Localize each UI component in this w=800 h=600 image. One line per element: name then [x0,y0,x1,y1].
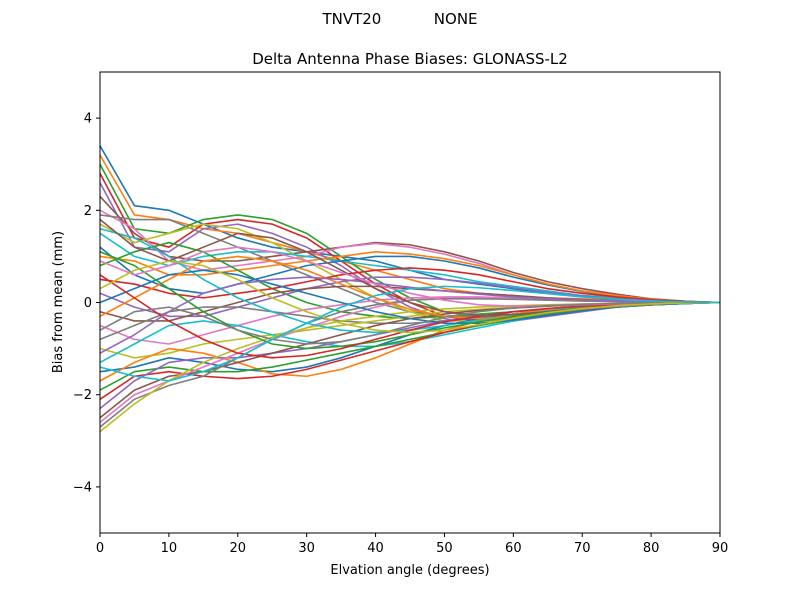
x-tick-label: 60 [505,541,522,556]
x-axis: 0 10 20 30 40 50 60 70 80 90 [96,533,728,556]
x-tick-label: 90 [712,541,729,556]
series-line-10 [99,232,721,304]
x-tick-label: 80 [643,541,660,556]
series-line-39 [99,260,721,334]
series-line-34 [99,274,721,359]
y-axis-label: Bias from mean (mm) [51,231,66,373]
y-axis: −4 −2 0 2 4 [73,112,100,495]
x-tick-label: 0 [96,541,104,556]
series-line-14 [99,267,721,304]
y-tick-label: −2 [73,388,92,403]
chart-title: Delta Antenna Phase Biases: GLONASS-L2 [252,50,568,68]
x-tick-label: 30 [298,541,315,556]
x-tick-label: 10 [161,541,178,556]
series-line-35 [99,276,720,354]
series-line-40 [99,285,721,382]
x-tick-label: 20 [230,541,247,556]
x-axis-label: Elvation angle (degrees) [330,563,489,578]
series-line-38 [99,301,720,345]
x-tick-label: 40 [367,541,384,556]
y-tick-label: −4 [73,480,92,495]
y-tick-label: 4 [84,112,92,127]
series-line-26 [99,301,721,419]
x-tick-label: 50 [436,541,453,556]
x-tick-label: 70 [574,541,591,556]
series-group [99,145,721,433]
suptitle: TNVT20 NONE [321,10,477,28]
y-tick-label: 0 [84,296,92,311]
series-line-31 [99,269,721,325]
y-tick-label: 2 [84,204,92,219]
series-line-12 [99,250,721,304]
